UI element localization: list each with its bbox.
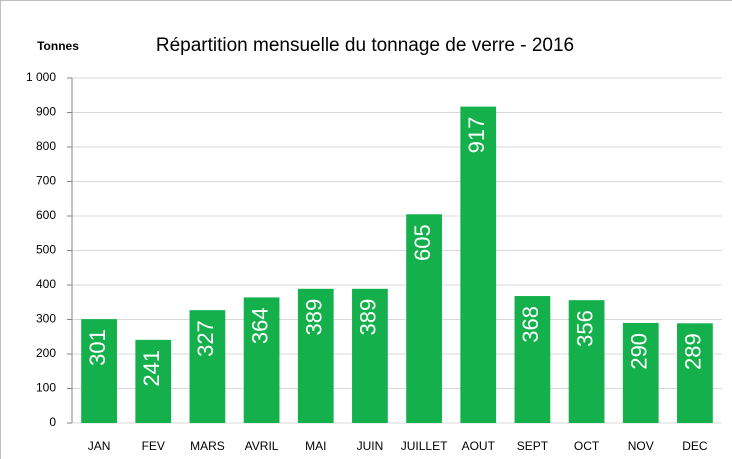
x-tick-label: AVRIL — [245, 439, 279, 453]
x-tick-label: JUIN — [357, 439, 384, 453]
data-label: 241 — [139, 350, 164, 387]
y-tick-label: 0 — [49, 415, 56, 429]
bar — [243, 297, 280, 423]
chart-title: Répartition mensuelle du tonnage de verr… — [156, 35, 574, 56]
x-tick-label: JUILLET — [401, 439, 448, 453]
data-label: 368 — [518, 306, 543, 343]
y-tick-label: 400 — [36, 277, 56, 291]
data-label: 389 — [356, 299, 381, 336]
bar — [622, 322, 659, 423]
data-label: 289 — [681, 333, 706, 370]
data-label: 290 — [627, 333, 652, 370]
x-tick-label: AOUT — [462, 439, 496, 453]
y-tick-label: 700 — [36, 174, 56, 188]
x-tick-label: NOV — [628, 439, 654, 453]
bar — [81, 319, 117, 423]
y-tick-label: 800 — [36, 139, 56, 153]
data-label: 917 — [464, 117, 489, 154]
bar — [514, 296, 551, 423]
bar — [352, 288, 388, 423]
bar — [189, 310, 226, 423]
bar — [406, 214, 442, 423]
y-tick-label: 200 — [36, 346, 56, 360]
bar — [297, 288, 334, 423]
bar — [460, 106, 497, 423]
x-tick-label: FEV — [142, 439, 165, 453]
x-tick-label: SEPT — [517, 439, 549, 453]
y-tick-label: 100 — [36, 381, 56, 395]
x-tick-label: OCT — [574, 439, 600, 453]
data-label: 605 — [410, 224, 435, 261]
y-tick-label: 1 000 — [26, 70, 56, 84]
y-tick-label: 600 — [36, 208, 56, 222]
data-label: 389 — [302, 299, 327, 336]
x-tick-label: MAI — [305, 439, 326, 453]
y-axis-label: Tonnes — [37, 39, 79, 53]
bar — [677, 323, 713, 423]
x-tick-label: JAN — [88, 439, 111, 453]
data-label: 356 — [572, 310, 597, 347]
x-tick-label: MARS — [190, 439, 225, 453]
x-tick-label: DEC — [682, 439, 708, 453]
y-tick-label: 900 — [36, 105, 56, 119]
data-label: 301 — [85, 329, 110, 366]
bar — [135, 339, 172, 423]
y-tick-label: 300 — [36, 312, 56, 326]
y-tick-label: 500 — [36, 243, 56, 257]
data-label: 327 — [193, 320, 218, 357]
data-label: 364 — [247, 307, 272, 344]
bar — [568, 300, 605, 423]
